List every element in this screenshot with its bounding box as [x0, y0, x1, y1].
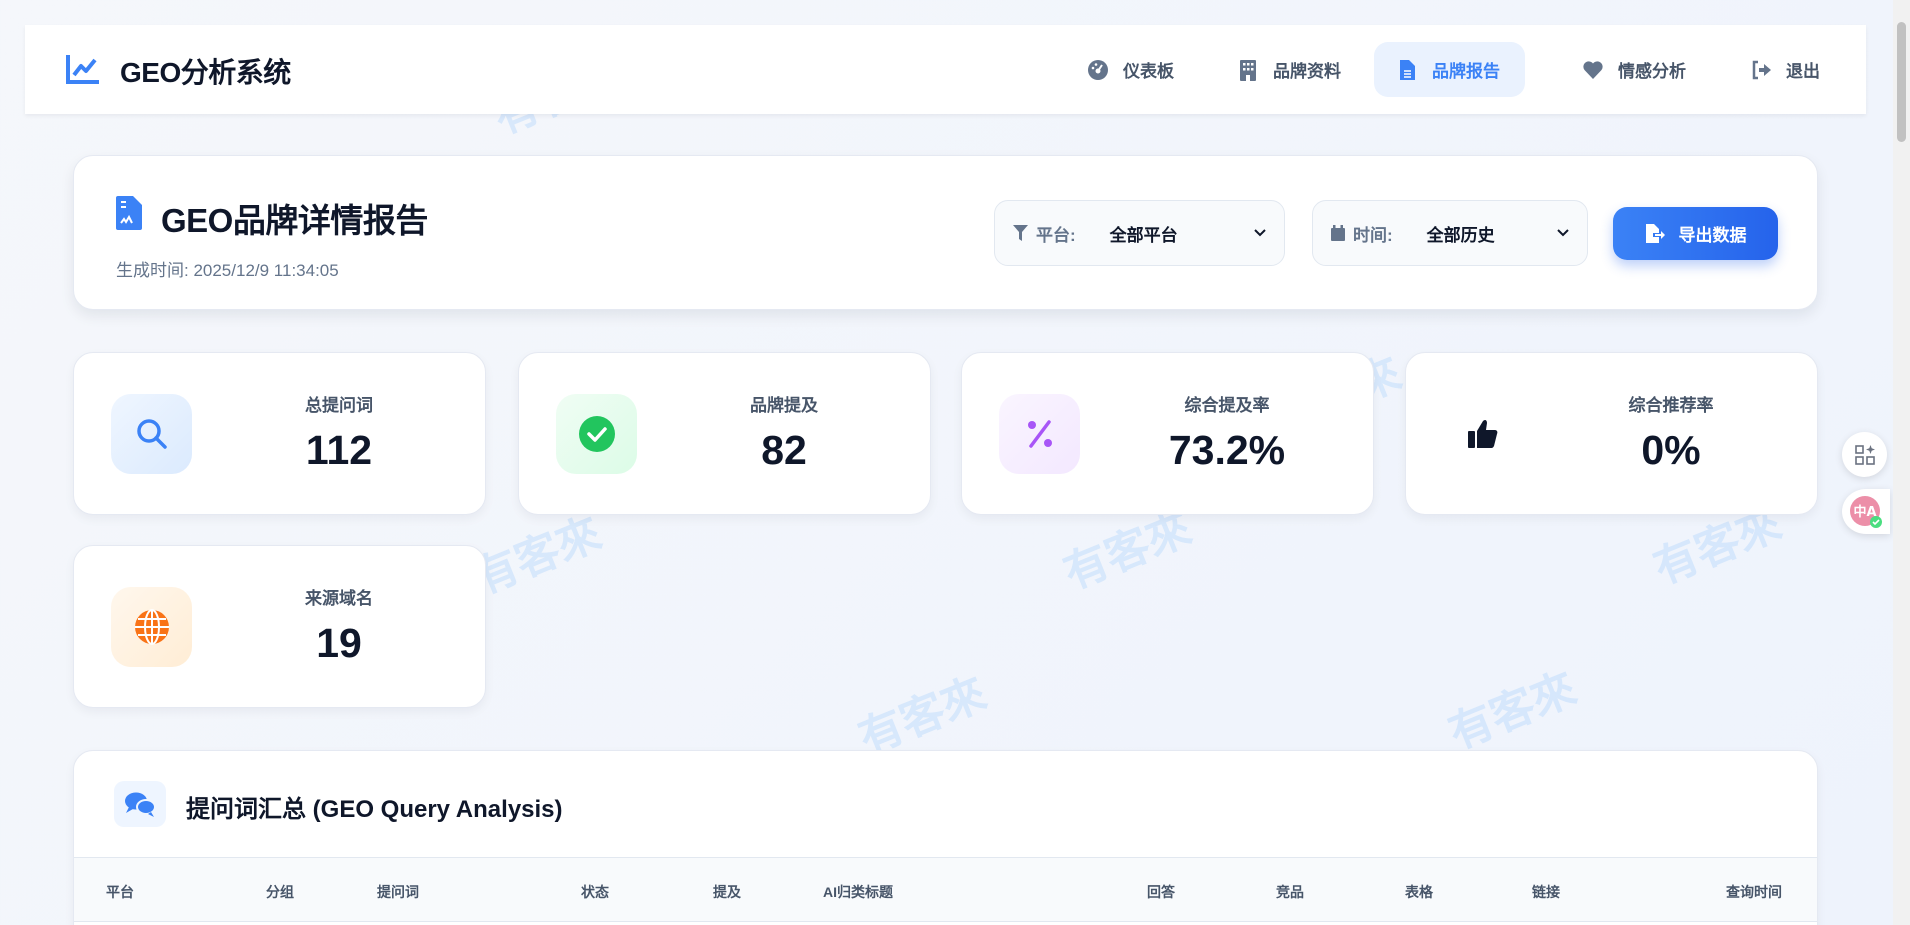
nav-label: 仪表板 [1123, 62, 1174, 81]
platform-value: 全部平台 [1109, 225, 1178, 245]
stat-card-source-domains: 来源域名 19 [73, 545, 486, 708]
thumbs-up-icon [1443, 394, 1524, 474]
stat-label: 总提问词 [305, 396, 373, 415]
svg-text:中A: 中A [1853, 504, 1876, 520]
stat-card-total-queries: 总提问词 112 [73, 352, 486, 515]
chevron-down-icon [1254, 229, 1266, 237]
stat-value: 73.2% [1168, 427, 1286, 473]
export-data-button[interactable]: 导出数据 [1613, 207, 1778, 260]
export-label: 导出数据 [1678, 226, 1747, 245]
file-icon [1400, 59, 1415, 80]
apps-icon [1854, 444, 1875, 465]
app-title: GEO分析系统 [120, 57, 291, 88]
logout-icon [1752, 60, 1771, 79]
check-circle-icon [556, 394, 637, 474]
calendar-icon [1331, 225, 1345, 241]
column-header[interactable]: 分组 [266, 884, 294, 900]
table-header-row: 平台 分组 提问词 状态 提及 AI归类标题 回答 竞品 表格 链接 查询时间 [74, 857, 1817, 922]
stat-label: 综合推荐率 [1628, 396, 1714, 415]
section-title: 提问词汇总 (GEO Query Analysis) [186, 796, 563, 823]
stat-card-brand-mentions: 品牌提及 82 [518, 352, 931, 515]
comments-icon [114, 781, 166, 827]
nav-item-logout[interactable]: 退出 [1728, 42, 1842, 97]
translate-icon: 中A [1850, 495, 1882, 528]
translate-button[interactable]: 中A [1842, 489, 1890, 534]
nav-label: 情感分析 [1618, 62, 1686, 81]
watermark: 有客來 [1442, 663, 1584, 759]
nav-item-brand-profile[interactable]: 品牌资料 [1215, 42, 1363, 97]
search-icon [111, 394, 192, 474]
file-export-icon [1645, 223, 1665, 243]
chevron-down-icon [1557, 229, 1569, 237]
page-title: GEO品牌详情报告 [161, 202, 428, 239]
column-header[interactable]: 提问词 [377, 884, 419, 900]
stat-value: 0% [1641, 427, 1701, 473]
platform-select[interactable]: 平台: 全部平台 [994, 200, 1285, 266]
percent-icon [999, 394, 1080, 474]
gauge-icon [1088, 59, 1108, 80]
stat-value: 19 [316, 620, 362, 666]
column-header[interactable]: 表格 [1405, 884, 1433, 900]
chart-line-icon [66, 55, 99, 84]
apps-sparkle-button[interactable] [1842, 432, 1887, 477]
report-header-card: GEO品牌详情报告 生成时间: 2025/12/9 11:34:05 平台: 全… [73, 155, 1818, 310]
stat-label: 品牌提及 [750, 396, 818, 415]
time-label: 时间: [1353, 225, 1393, 245]
nav-label: 品牌资料 [1273, 62, 1341, 81]
globe-icon [111, 587, 192, 667]
time-select[interactable]: 时间: 全部历史 [1312, 200, 1588, 266]
filter-icon [1013, 225, 1028, 241]
column-header[interactable]: 状态 [581, 884, 609, 900]
file-chart-icon [116, 196, 142, 230]
nav-item-sentiment[interactable]: 情感分析 [1560, 42, 1708, 97]
nav-item-brand-report[interactable]: 品牌报告 [1374, 42, 1525, 97]
query-analysis-card: 提问词汇总 (GEO Query Analysis) 平台 分组 提问词 状态 … [73, 750, 1818, 925]
building-icon [1240, 59, 1256, 81]
column-header[interactable]: 竞品 [1276, 884, 1304, 900]
stat-value: 112 [305, 427, 373, 473]
column-header[interactable]: 查询时间 [1726, 884, 1782, 900]
column-header[interactable]: 链接 [1532, 884, 1560, 900]
stat-card-mention-rate: 综合提及率 73.2% [961, 352, 1374, 515]
column-header[interactable]: 提及 [713, 884, 741, 900]
column-header[interactable]: AI归类标题 [823, 884, 893, 900]
column-header[interactable]: 平台 [106, 884, 134, 900]
heart-icon [1583, 60, 1603, 79]
nav-item-dashboard[interactable]: 仪表板 [1065, 42, 1196, 97]
column-header[interactable]: 回答 [1147, 884, 1175, 900]
time-value: 全部历史 [1426, 225, 1495, 245]
nav-label: 品牌报告 [1432, 62, 1500, 81]
nav-label: 退出 [1786, 62, 1820, 81]
stat-label: 来源域名 [305, 589, 373, 608]
scrollbar-thumb[interactable] [1897, 22, 1906, 142]
platform-label: 平台: [1036, 225, 1076, 245]
stat-label: 综合提及率 [1184, 396, 1270, 415]
top-navbar: GEO分析系统 仪表板 品牌资料 品牌报告 情感分析 退出 [25, 25, 1866, 114]
stat-value: 82 [761, 427, 807, 473]
stat-card-recommend-rate: 综合推荐率 0% [1405, 352, 1818, 515]
generated-time: 生成时间: 2025/12/9 11:34:05 [116, 261, 339, 280]
page-scrollbar[interactable] [1893, 0, 1910, 925]
